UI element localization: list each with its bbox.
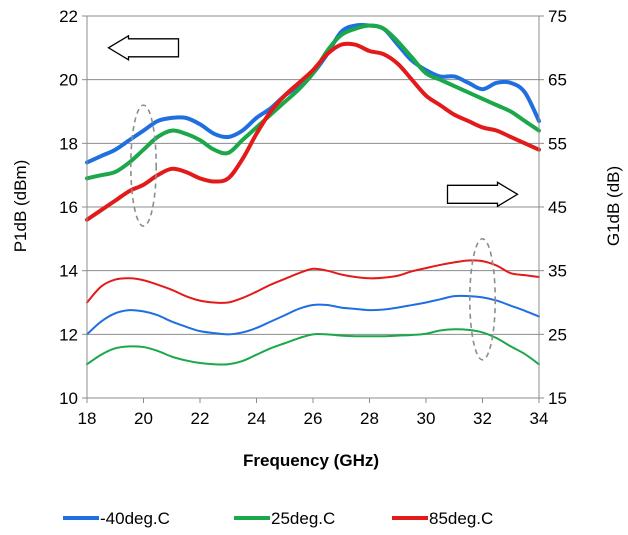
series-line-left-2 — [85, 41, 541, 222]
y-right-tick-label-15: 15 — [548, 389, 567, 408]
annotations — [107, 34, 519, 361]
y-right-tick-label-35: 35 — [548, 262, 567, 281]
y-left-tick-label-18: 18 — [59, 134, 78, 153]
y-right-tick-label-55: 55 — [548, 134, 567, 153]
x-tick-label-26: 26 — [304, 409, 323, 428]
y-left-tick-label-22: 22 — [59, 7, 78, 26]
y-left-tick-label-14: 14 — [59, 262, 78, 281]
dashed-ellipse-2 — [129, 104, 158, 227]
series-lines — [85, 22, 541, 366]
legend: -40deg.C 25deg.C 85deg.C — [63, 509, 493, 528]
x-tick-label-24: 24 — [247, 409, 266, 428]
y-left-tick-label-12: 12 — [59, 325, 78, 344]
y-right-tick-label-45: 45 — [548, 198, 567, 217]
arrow-right-icon — [446, 181, 519, 208]
x-tick-label-18: 18 — [78, 409, 97, 428]
x-tick-label-20: 20 — [134, 409, 153, 428]
y-right-tick-label-75: 75 — [548, 7, 567, 26]
series-line-left-1 — [85, 23, 541, 181]
legend-label-1: 25deg.C — [271, 509, 335, 528]
axes — [82, 15, 544, 403]
y-left-tick-label-20: 20 — [59, 71, 78, 90]
y-right-tick-label-25: 25 — [548, 325, 567, 344]
x-tick-label-34: 34 — [530, 409, 549, 428]
arrow-left-icon — [107, 34, 180, 61]
dashed-ellipse-3 — [468, 238, 497, 361]
x-axis-title: Frequency (GHz) — [243, 451, 379, 470]
series-line-right-5 — [86, 259, 540, 304]
grid-lines — [87, 15, 539, 399]
series-line-right-4 — [86, 328, 540, 366]
y-right-axis-title: G1dB (dB) — [604, 166, 623, 246]
x-tick-label-28: 28 — [360, 409, 379, 428]
y-left-axis-title: P1dB (dBm) — [11, 160, 30, 253]
y-right-tick-label-65: 65 — [548, 71, 567, 90]
legend-label-2: 85deg.C — [429, 509, 493, 528]
x-tick-label-22: 22 — [191, 409, 210, 428]
tick-labels: 18 20 22 24 26 28 30 32 34 10 12 14 16 18 20 22 15 25 35 45… — [59, 7, 567, 428]
x-tick-label-30: 30 — [417, 409, 436, 428]
legend-label-0: -40deg.C — [100, 509, 170, 528]
x-tick-label-32: 32 — [473, 409, 492, 428]
series-line-right-3 — [86, 294, 540, 336]
y-left-tick-label-10: 10 — [59, 389, 78, 408]
y-left-tick-label-16: 16 — [59, 198, 78, 217]
